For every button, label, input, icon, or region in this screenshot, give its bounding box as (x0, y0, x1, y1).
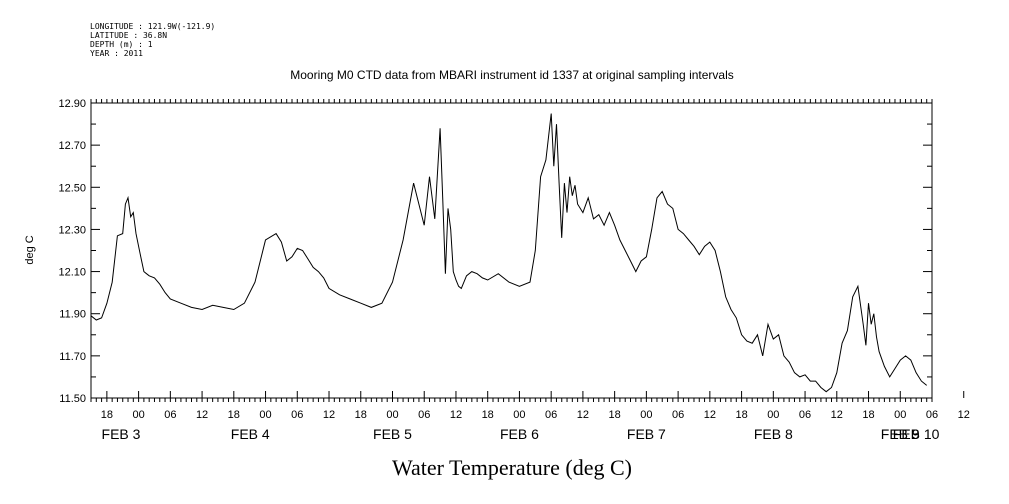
x-hour-label: 00 (640, 409, 652, 421)
x-hour-label: 18 (482, 409, 494, 421)
x-date-label: FEB 9 (881, 426, 920, 442)
y-tick-label: 11.50 (59, 393, 86, 405)
x-date-label: FEB 6 (500, 426, 539, 442)
x-hour-label: 06 (164, 409, 176, 421)
x-hour-label: 18 (355, 409, 367, 421)
x-hour-label: 00 (894, 409, 906, 421)
x-date-label: FEB 5 (373, 426, 412, 442)
x-date-label: FEB 4 (231, 426, 270, 442)
y-tick-label: 12.50 (58, 182, 86, 194)
x-date-label: FEB 8 (754, 426, 793, 442)
x-hour-label: 18 (862, 409, 874, 421)
x-hour-label: 18 (735, 409, 747, 421)
x-hour-label: 06 (799, 409, 811, 421)
x-hour-label: 12 (196, 409, 208, 421)
x-hour-label: 06 (291, 409, 303, 421)
x-hour-label: 12 (323, 409, 335, 421)
x-hour-label: 00 (259, 409, 271, 421)
x-hour-label: 12 (704, 409, 716, 421)
x-axis: 18 00 06 12 18 00 06 12 18 00 06 12 18 00 06 12 18 00 06 12… (90, 99, 970, 442)
x-axis-label: Water Temperature (deg C) (392, 455, 632, 480)
x-date-label: FEB 3 (102, 426, 141, 442)
y-tick-label: 12.30 (58, 224, 86, 236)
x-hour-label: 12 (450, 409, 462, 421)
x-hour-label: 00 (513, 409, 525, 421)
x-hour-label: 06 (418, 409, 430, 421)
y-tick-label: 11.90 (59, 309, 86, 321)
x-hour-label: 06 (545, 409, 557, 421)
x-hour-label: 18 (609, 409, 621, 421)
x-hour-label: 06 (672, 409, 684, 421)
year-text: YEAR : 2011 (90, 49, 143, 58)
x-hour-label: 18 (228, 409, 240, 421)
x-hour-label: 00 (386, 409, 398, 421)
x-hour-label: 00 (767, 409, 779, 421)
y-axis-label: deg C (24, 235, 36, 264)
y-tick-label: 12.90 (58, 98, 86, 110)
x-date-label: FEB 10 (893, 426, 940, 442)
depth-text: DEPTH (m) : 1 (90, 40, 153, 49)
chart-title: Mooring M0 CTD data from MBARI instrumen… (290, 68, 734, 82)
y-tick-label: 11.70 (59, 351, 86, 363)
x-hour-label: 00 (132, 409, 144, 421)
x-hour-label: 12 (577, 409, 589, 421)
y-axis: 11.50 11.70 11.90 12.10 12.30 12.50 12.70 12.90 (58, 98, 932, 405)
x-date-label: FEB 7 (627, 426, 666, 442)
plot-frame (90, 102, 933, 399)
metadata-block: LONGITUDE : 121.9W(-121.9) LATITUDE : 36… (90, 22, 215, 58)
latitude-text: LATITUDE : 36.8N (90, 31, 167, 40)
x-hour-label: 18 (101, 409, 113, 421)
x-hour-label: 12 (831, 409, 843, 421)
longitude-text: LONGITUDE : 121.9W(-121.9) (90, 22, 215, 31)
series-line (90, 113, 928, 393)
y-tick-label: 12.10 (58, 267, 86, 279)
x-hour-label: 12 (958, 409, 970, 421)
x-hour-label: 06 (926, 409, 938, 421)
y-tick-label: 12.70 (58, 140, 86, 152)
